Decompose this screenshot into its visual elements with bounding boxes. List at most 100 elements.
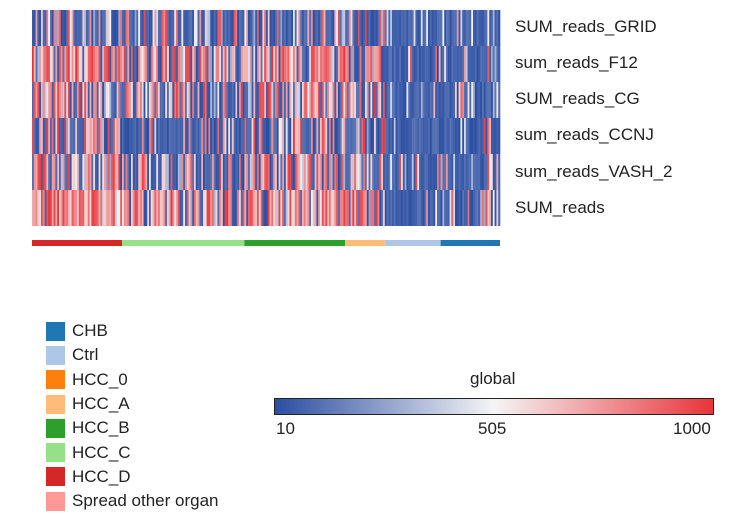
heatmap-cell bbox=[444, 190, 447, 226]
heatmap-cell bbox=[426, 154, 429, 190]
heatmap-cell bbox=[471, 118, 474, 154]
heatmap-cell bbox=[429, 82, 432, 118]
heatmap-cell bbox=[194, 154, 197, 190]
heatmap-cell bbox=[237, 118, 240, 154]
heatmap-cell bbox=[444, 46, 447, 82]
heatmap-cell bbox=[59, 46, 62, 82]
heatmap-cell bbox=[60, 154, 63, 190]
heatmap-cell bbox=[284, 118, 287, 154]
heatmap-cell bbox=[39, 118, 42, 154]
heatmap-cell bbox=[273, 154, 276, 190]
heatmap-cell bbox=[428, 190, 431, 226]
heatmap-cell bbox=[287, 118, 290, 154]
legend-swatch bbox=[46, 443, 65, 463]
heatmap-cell bbox=[32, 46, 35, 82]
heatmap-cell bbox=[51, 190, 54, 226]
heatmap-cell bbox=[264, 118, 267, 154]
heatmap-cell bbox=[285, 154, 288, 190]
heatmap-cell bbox=[185, 82, 188, 118]
heatmap-cell bbox=[134, 190, 137, 226]
heatmap-cell bbox=[51, 82, 54, 118]
heatmap-cell bbox=[203, 10, 206, 46]
heatmap-cell bbox=[352, 190, 355, 226]
heatmap-cell bbox=[177, 118, 180, 154]
heatmap-cell bbox=[316, 10, 319, 46]
heatmap-cell bbox=[228, 154, 231, 190]
heatmap-cell bbox=[73, 46, 76, 82]
heatmap-cell bbox=[449, 190, 452, 226]
heatmap-cell bbox=[348, 190, 351, 226]
heatmap-cell bbox=[280, 10, 283, 46]
heatmap-cell bbox=[293, 10, 296, 46]
heatmap-cell bbox=[350, 118, 353, 154]
group-annotation-chb bbox=[440, 240, 500, 246]
heatmap-cell bbox=[249, 46, 252, 82]
heatmap-cell bbox=[59, 154, 62, 190]
heatmap-cell bbox=[401, 154, 404, 190]
heatmap-cell bbox=[330, 118, 333, 154]
heatmap-cell bbox=[89, 154, 92, 190]
heatmap-cell bbox=[208, 82, 211, 118]
heatmap-cell bbox=[447, 118, 450, 154]
heatmap-cell bbox=[359, 10, 362, 46]
heatmap-cell bbox=[449, 118, 452, 154]
heatmap-cell bbox=[44, 46, 47, 82]
legend-item: HCC_A bbox=[46, 392, 219, 416]
heatmap-cell bbox=[251, 154, 254, 190]
heatmap-cell bbox=[213, 10, 216, 46]
heatmap-cell bbox=[111, 46, 114, 82]
heatmap-cell bbox=[46, 154, 49, 190]
heatmap-cell bbox=[159, 82, 162, 118]
heatmap-cell bbox=[469, 46, 472, 82]
heatmap-cell bbox=[271, 82, 274, 118]
heatmap-cell bbox=[491, 10, 494, 46]
heatmap-cell bbox=[228, 10, 231, 46]
heatmap-cell bbox=[136, 154, 139, 190]
heatmap-cell bbox=[87, 154, 90, 190]
heatmap-cell bbox=[161, 46, 164, 82]
heatmap-cell bbox=[134, 10, 137, 46]
colorbar-tick-mid: 505 bbox=[478, 419, 507, 438]
heatmap-cell bbox=[444, 82, 447, 118]
heatmap-cell bbox=[98, 46, 101, 82]
heatmap-cell bbox=[365, 82, 368, 118]
heatmap-cell bbox=[442, 82, 445, 118]
heatmap-cell bbox=[96, 82, 99, 118]
heatmap-cell bbox=[377, 154, 380, 190]
legend-label: HCC_0 bbox=[72, 369, 128, 389]
heatmap-cell bbox=[89, 190, 92, 226]
heatmap-cell bbox=[428, 82, 431, 118]
heatmap-cell bbox=[377, 190, 380, 226]
heatmap-cell bbox=[311, 82, 314, 118]
group-legend: CHB Ctrl HCC_0 HCC_A HCC_B HCC_C HCC_D Spread o… bbox=[46, 319, 219, 513]
heatmap-cell bbox=[66, 46, 69, 82]
heatmap-cell bbox=[302, 154, 305, 190]
heatmap-cell bbox=[172, 46, 175, 82]
colorbar-tick-min: 10 bbox=[276, 419, 295, 438]
heatmap-cell bbox=[485, 46, 488, 82]
heatmap-cell bbox=[249, 190, 252, 226]
heatmap-cell bbox=[224, 154, 227, 190]
heatmap-cell bbox=[273, 10, 276, 46]
heatmap-cell bbox=[230, 10, 233, 46]
heatmap-cell bbox=[431, 46, 434, 82]
heatmap-cell bbox=[123, 82, 126, 118]
heatmap-cell bbox=[80, 10, 83, 46]
heatmap-cell bbox=[379, 82, 382, 118]
heatmap-cell bbox=[379, 118, 382, 154]
heatmap-cell bbox=[458, 118, 461, 154]
heatmap-cell bbox=[422, 10, 425, 46]
heatmap-cell bbox=[217, 46, 220, 82]
heatmap-cell bbox=[329, 10, 332, 46]
heatmap-cell bbox=[300, 118, 303, 154]
heatmap-cell bbox=[438, 46, 441, 82]
heatmap-cell bbox=[384, 46, 387, 82]
heatmap-cell bbox=[489, 154, 492, 190]
heatmap-cell bbox=[276, 82, 279, 118]
heatmap-cell bbox=[174, 190, 177, 226]
heatmap-cell bbox=[359, 46, 362, 82]
heatmap-cell bbox=[314, 46, 317, 82]
heatmap-cell bbox=[192, 46, 195, 82]
heatmap-cell bbox=[491, 190, 494, 226]
heatmap-cell bbox=[86, 154, 89, 190]
